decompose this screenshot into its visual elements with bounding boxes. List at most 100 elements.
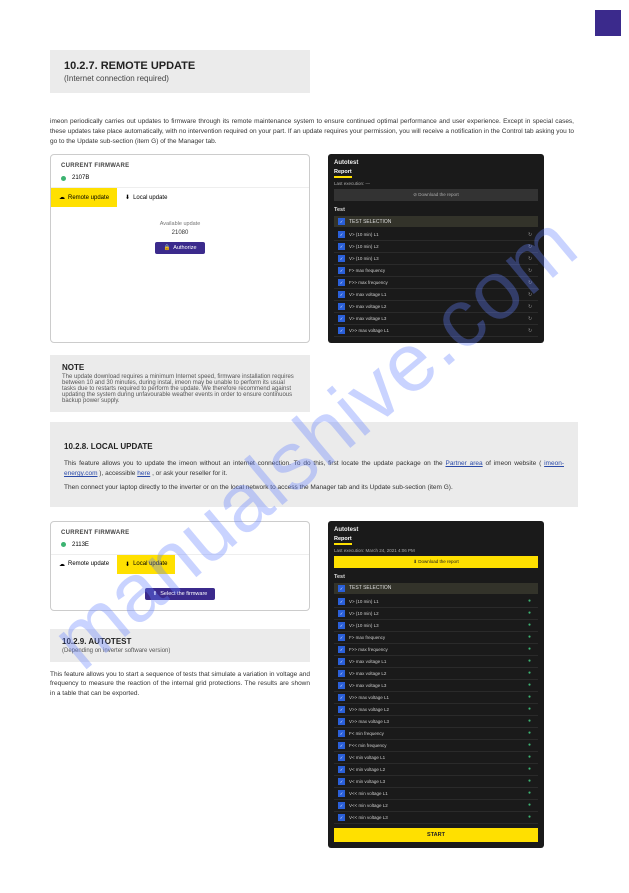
note-box: NOTE The update download requires a mini… — [50, 355, 310, 412]
test-label: F<< min frequency — [349, 743, 524, 748]
fp-tabs-2: ☁ Remote update ⬇ Local update — [51, 554, 309, 574]
ap-test-label: Test — [334, 207, 538, 213]
check-ok-icon: ● — [528, 658, 534, 664]
checkbox-all[interactable]: ✓ — [338, 218, 345, 225]
checkbox-all-2[interactable]: ✓ — [338, 585, 345, 592]
test-checkbox[interactable]: ✓ — [338, 742, 345, 749]
test-checkbox[interactable]: ✓ — [338, 231, 345, 238]
tab-local-update-2[interactable]: ⬇ Local update — [117, 555, 175, 574]
here-link[interactable]: here — [137, 470, 150, 477]
download-icon: ⬇ — [125, 561, 130, 568]
test-checkbox[interactable]: ✓ — [338, 682, 345, 689]
tab-remote-update[interactable]: ☁ Remote update — [51, 188, 117, 207]
test-label: V< min voltage L1 — [349, 755, 524, 760]
test-label: V< min voltage L2 — [349, 767, 524, 772]
test-item: ✓V<< min voltage L1● — [334, 788, 538, 800]
check-ok-icon: ● — [528, 802, 534, 808]
ap-report-tab-2[interactable]: Report — [334, 536, 352, 545]
autotest-title-box: 10.2.9. AUTOTEST (Depending on inverter … — [50, 629, 310, 662]
start-button[interactable]: START — [334, 828, 538, 842]
test-item: ✓V> max voltage L3↻ — [334, 313, 538, 325]
ap-report-tab[interactable]: Report — [334, 169, 352, 178]
test-checkbox[interactable]: ✓ — [338, 670, 345, 677]
autotest-para: This feature allows you to start a seque… — [50, 670, 310, 699]
test-checkbox[interactable]: ✓ — [338, 315, 345, 322]
page-content: 10.2.7. REMOTE UPDATE (Internet connecti… — [0, 0, 629, 890]
test-checkbox[interactable]: ✓ — [338, 243, 345, 250]
test-checkbox[interactable]: ✓ — [338, 303, 345, 310]
intro-paragraph: imeon periodically carries out updates t… — [50, 117, 574, 146]
test-checkbox[interactable]: ✓ — [338, 706, 345, 713]
test-checkbox[interactable]: ✓ — [338, 646, 345, 653]
tab-local-update[interactable]: ⬇ Local update — [117, 188, 175, 207]
test-checkbox[interactable]: ✓ — [338, 754, 345, 761]
check-ok-icon: ● — [528, 790, 534, 796]
authorize-button[interactable]: 🔒 Authorize — [155, 242, 204, 254]
check-ok-icon: ● — [528, 622, 534, 628]
test-checkbox[interactable]: ✓ — [338, 267, 345, 274]
test-item: ✓F> max frequency↻ — [334, 265, 538, 277]
test-checkbox[interactable]: ✓ — [338, 790, 345, 797]
test-checkbox[interactable]: ✓ — [338, 694, 345, 701]
test-checkbox[interactable]: ✓ — [338, 802, 345, 809]
test-item: ✓F> max frequency● — [334, 632, 538, 644]
test-item: ✓F>> max frequency↻ — [334, 277, 538, 289]
firmware-panel-remote: CURRENT FIRMWARE 2107B ☁ Remote update ⬇… — [50, 154, 310, 343]
tab-remote-update-2[interactable]: ☁ Remote update — [51, 555, 117, 574]
check-ok-icon: ● — [528, 766, 534, 772]
ap-title-2: Autotest — [334, 527, 538, 533]
select-fw-label: Select the firmware — [160, 591, 207, 597]
status-dot-icon — [61, 542, 66, 547]
link-bar-para1: This feature allows you to update the im… — [64, 459, 564, 479]
test-label: V> max voltage L2 — [349, 304, 524, 309]
fp-header: CURRENT FIRMWARE — [51, 155, 309, 173]
test-checkbox[interactable]: ✓ — [338, 718, 345, 725]
row-firmware-1: CURRENT FIRMWARE 2107B ☁ Remote update ⬇… — [50, 154, 579, 343]
fp-body-2: ⬆ Select the firmware — [51, 574, 309, 610]
check-ok-icon: ● — [528, 778, 534, 784]
autotest-title: 10.2.9. AUTOTEST — [62, 637, 298, 646]
tab-remote-label-2: Remote update — [68, 561, 109, 567]
test-label: V> max voltage L3 — [349, 316, 524, 321]
test-checkbox[interactable]: ✓ — [338, 291, 345, 298]
test-item: ✓V> max voltage L1↻ — [334, 289, 538, 301]
test-label: V> (10 min) L2 — [349, 244, 524, 249]
download-report-button-2[interactable]: ⬇ Download the report — [334, 556, 538, 568]
test-checkbox[interactable]: ✓ — [338, 622, 345, 629]
test-label: F> max frequency — [349, 635, 524, 640]
autotest-panel-1: Autotest Report Last execution: — ⊘ Down… — [328, 154, 544, 343]
test-checkbox[interactable]: ✓ — [338, 255, 345, 262]
test-checkbox[interactable]: ✓ — [338, 327, 345, 334]
test-checkbox[interactable]: ✓ — [338, 279, 345, 286]
row-firmware-2: CURRENT FIRMWARE 2113E ☁ Remote update ⬇… — [50, 521, 579, 848]
test-label: V> max voltage L2 — [349, 671, 524, 676]
test-item: ✓ V> max voltage L2 ● — [334, 668, 538, 680]
section-subtitle: (Internet connection required) — [64, 74, 296, 83]
test-checkbox[interactable]: ✓ — [338, 598, 345, 605]
test-selection-header-2: ✓ TEST SELECTION — [334, 583, 538, 594]
test-item: ✓V>> max voltage L1↻ — [334, 325, 538, 337]
download-report-button[interactable]: ⊘ Download the report — [334, 189, 538, 201]
ap-last-exec-2: Last execution: March 24, 2021 4:06 PM — [334, 548, 538, 553]
check-ok-icon: ● — [528, 670, 534, 676]
test-item: ✓V> (10 min) L2● — [334, 608, 538, 620]
lbt4: , or ask your reseller for it. — [152, 470, 227, 477]
test-checkbox[interactable]: ✓ — [338, 730, 345, 737]
tab-local-label: Local update — [133, 195, 167, 201]
test-checkbox[interactable]: ✓ — [338, 814, 345, 821]
test-label: V>> max voltage L1 — [349, 328, 524, 333]
test-checkbox[interactable]: ✓ — [338, 634, 345, 641]
test-checkbox[interactable]: ✓ — [338, 778, 345, 785]
test-checkbox[interactable]: ✓ — [338, 766, 345, 773]
fp-version: 2107B — [72, 175, 89, 181]
fp-version-row: 2107B — [51, 173, 309, 187]
reload-icon: ↻ — [528, 280, 534, 286]
select-firmware-button[interactable]: ⬆ Select the firmware — [145, 588, 216, 600]
partner-area-link[interactable]: Partner area — [445, 460, 482, 467]
test-label: V> max voltage L1 — [349, 659, 524, 664]
test-checkbox[interactable]: ✓ — [338, 658, 345, 665]
test-item: ✓V> (10 min) L1↻ — [334, 229, 538, 241]
check-ok-icon: ● — [528, 598, 534, 604]
test-checkbox[interactable]: ✓ — [338, 610, 345, 617]
reload-icon: ↻ — [528, 292, 534, 298]
